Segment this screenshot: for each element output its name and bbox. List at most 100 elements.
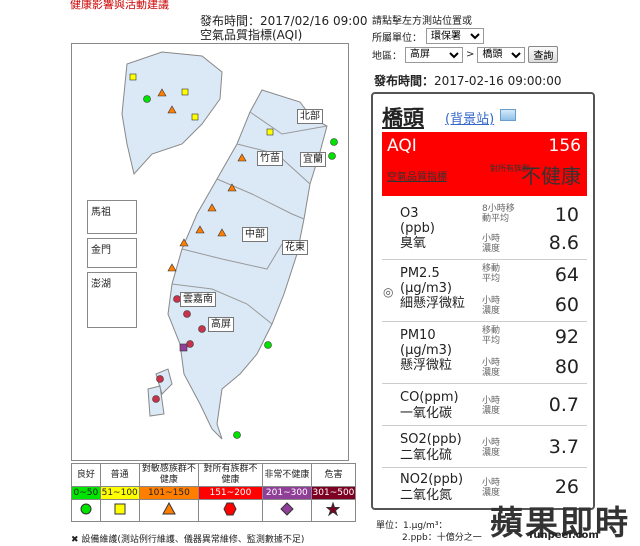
inset-label: 澎湖: [91, 279, 111, 290]
pollutant-sub: 小時濃度: [482, 296, 501, 316]
pollutant-name: SO2(ppb): [400, 432, 462, 447]
station-marker-good: [330, 138, 338, 146]
pollutant-sub: 移動平均: [482, 326, 501, 346]
station-marker-usg: [227, 183, 237, 192]
station-marker-unhealthy: [156, 375, 164, 383]
publish-time-value: 2017-02-16 09:00:00: [434, 74, 562, 88]
station-marker-unhealthy: [198, 325, 206, 333]
station-marker-moderate: [181, 88, 189, 96]
pollutant-name: O3: [400, 206, 419, 221]
selected-radio-icon[interactable]: ◎: [383, 285, 394, 299]
health-advice-link[interactable]: 健康影響與活動建議: [70, 0, 169, 11]
publish-time-label: 發布時間：: [374, 74, 435, 88]
maroon-star-icon: [326, 500, 341, 516]
footnote-line: 2.ppb：十億分之一: [402, 533, 482, 543]
footnote-line: 單位：1.μg/m³：: [376, 521, 448, 531]
pollutant-label: 懸浮微粒: [400, 358, 453, 373]
region-tag-kaohsiung-pingtung[interactable]: 高屏: [208, 317, 234, 332]
inset-matsu[interactable]: 馬祖: [87, 200, 137, 234]
legend-range: 0~50: [71, 486, 101, 500]
station-publish-time: 發布時間：2017-02-16 09:00:00: [374, 72, 561, 89]
legend-header: 危害: [310, 463, 357, 487]
photo-icon[interactable]: [500, 109, 516, 121]
station-marker-good: [264, 341, 272, 349]
pollutant-sub: 8小時移動平均: [482, 204, 515, 224]
station-marker-usg: [207, 203, 217, 212]
region-select[interactable]: 高屏: [405, 46, 463, 63]
aqi-map: 馬祖 金門 澎湖 北部 竹苗 宜蘭 中部 花東 雲嘉南 高屏: [71, 43, 349, 461]
pollutant-sub: 小時濃度: [482, 358, 501, 378]
aqi-index-link[interactable]: 空氣品質指標: [387, 172, 447, 183]
pollutant-no2[interactable]: NO2(ppb) 二氧化氮 小時濃度 26: [382, 468, 587, 508]
orange-triangle-icon: [162, 501, 176, 514]
legend-symbol-cell: [138, 499, 200, 522]
station-panel: 橋頭 (背景站) AQI 156 空氣品質指標 對所有族群 不健康 O3 (pp…: [371, 92, 595, 510]
unit-footnote: 單位：1.μg/m³： 2.ppb：十億分之一: [376, 520, 482, 544]
legend-range: 201~300: [261, 486, 312, 500]
station-marker-usg: [195, 225, 205, 234]
legend-header: 對所有族群不健康: [198, 463, 263, 487]
pollutant-value: 3.7: [548, 436, 579, 458]
green-circle-icon: [80, 503, 92, 514]
query-button[interactable]: 查詢: [528, 46, 559, 63]
legend-header-row: 良好 普通 對敏感族群不健康 對所有族群不健康 非常不健康 危害: [71, 463, 357, 487]
pollutant-pm25[interactable]: ◎ PM2.5 (μg/m3) 細懸浮微粒 移動平均 64 小時濃度 60: [382, 260, 587, 322]
region-border: [171, 283, 273, 325]
inset-kinmen[interactable]: 金門: [87, 238, 137, 268]
pollutant-label: 二氧化氮: [400, 488, 453, 503]
unit-row: 所屬單位： 環保署: [372, 28, 484, 44]
pollutant-sub: 小時濃度: [482, 396, 501, 416]
publish-time: 發布時間：2017/02/16 09:00: [200, 14, 368, 28]
legend-symbol-cell: [99, 499, 140, 522]
pollutant-sub: 小時濃度: [482, 234, 501, 254]
legend-range: 101~150: [138, 486, 200, 500]
station-marker-good: [143, 95, 151, 103]
region-tag-hsinchu-miaoli[interactable]: 竹苗: [257, 151, 283, 166]
inset-penghu[interactable]: 澎湖: [87, 272, 137, 328]
wrench-icon: ✖: [71, 535, 79, 545]
pollutant-label: 細懸浮微粒: [400, 296, 466, 311]
unit-select[interactable]: 環保署: [426, 28, 484, 44]
pollutant-name: PM10: [400, 328, 436, 343]
region-tag-north[interactable]: 北部: [297, 109, 323, 124]
station-marker-unhealthy: [183, 310, 191, 318]
pollutant-name: NO2(ppb): [400, 472, 464, 487]
aqi-status: 不健康: [521, 164, 581, 188]
region-border: [216, 178, 305, 220]
pollutant-co[interactable]: CO(ppm) 一氧化碳 小時濃度 0.7: [382, 384, 587, 426]
pollutant-pm10[interactable]: PM10 (μg/m3) 懸浮微粒 移動平均 92 小時濃度 80: [382, 322, 587, 384]
station-select[interactable]: 橋頭: [477, 46, 526, 63]
taiwan-map: [119, 51, 338, 440]
region-row: 地區： 高屏 > 橋頭 查詢: [372, 46, 559, 63]
penghu-islands: [147, 368, 173, 417]
region-tag-yilan[interactable]: 宜蘭: [300, 152, 326, 167]
pollutant-sub: 小時濃度: [482, 478, 501, 498]
pollutant-so2[interactable]: SO2(ppb) 二氧化硫 小時濃度 3.7: [382, 426, 587, 468]
legend-symbol-cell: [261, 499, 312, 522]
region-border: [249, 111, 328, 135]
pollutant-value: 64: [554, 264, 579, 286]
region-border: [181, 243, 283, 270]
pollutant-o3[interactable]: O3 (ppb) 臭氧 8小時移動平均 10 小時濃度 8.6: [382, 200, 587, 260]
legend-range: 301~500: [310, 486, 357, 500]
aqi-value: 156: [548, 136, 581, 156]
station-marker-usg: [157, 88, 167, 97]
pollutant-label: 臭氧: [400, 236, 427, 251]
legend-range-row: 0~50 51~100 101~150 151~200 201~300 301~…: [71, 486, 357, 500]
pollutant-label: 二氧化硫: [400, 448, 453, 463]
pollutant-value: 10: [554, 204, 579, 226]
aqi-status-box: AQI 156 空氣品質指標 對所有族群 不健康: [382, 132, 587, 196]
region-tag-hualien-taitung[interactable]: 花東: [282, 240, 308, 255]
region-tag-central[interactable]: 中部: [242, 227, 268, 242]
aqi-sub: 對所有族群: [490, 164, 530, 173]
pollutant-unit: (μg/m3): [400, 343, 452, 358]
station-marker-moderate: [129, 73, 137, 81]
station-marker-unhealthy: [152, 395, 160, 403]
pollutant-value: 60: [554, 294, 579, 316]
legend-header: 普通: [99, 463, 140, 487]
watermark-site: funpeer.com: [529, 530, 599, 541]
region-tag-chiayi-tainan[interactable]: 雲嘉南: [180, 292, 216, 307]
station-type-link[interactable]: (背景站): [445, 112, 495, 127]
legend-header: 非常不健康: [261, 463, 312, 487]
legend-header: 良好: [71, 463, 101, 487]
